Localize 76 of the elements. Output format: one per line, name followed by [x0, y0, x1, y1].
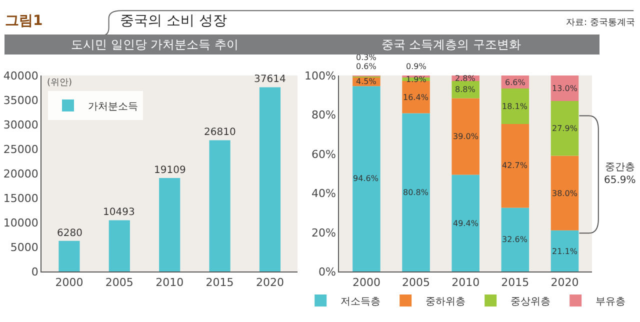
data-label: 10493: [103, 207, 135, 218]
bar: [501, 208, 530, 272]
data-label: 0.6%: [356, 62, 377, 71]
data-label: 42.7%: [502, 161, 528, 170]
data-label: 6280: [57, 228, 82, 239]
data-label: 39.0%: [453, 132, 479, 141]
data-label: 8.8%: [455, 85, 476, 94]
data-label: 32.6%: [502, 235, 528, 244]
chart-title: 중국 소득계층의 구조변화: [381, 38, 522, 52]
bar: [501, 88, 530, 124]
y-tick-label: 100%: [304, 69, 336, 82]
data-label: 13.0%: [552, 84, 578, 93]
data-label: 37614: [254, 74, 286, 85]
y-tick-label: 80%: [312, 108, 336, 122]
y-tick-label: 20%: [312, 226, 336, 240]
y-tick-label: 10000: [3, 216, 38, 230]
data-label: 0.9%: [406, 62, 427, 71]
bar: [550, 156, 579, 230]
y-tick-label: 15000: [3, 192, 38, 206]
data-label: 49.4%: [453, 219, 479, 228]
data-label: 27.9%: [552, 124, 578, 133]
data-label: 19109: [154, 165, 186, 176]
bar: [452, 98, 480, 175]
legend-label: 저소득층: [340, 296, 381, 308]
bar: [159, 178, 180, 272]
y-tick-label: 30000: [3, 118, 38, 132]
y-tick-label: 40000: [3, 69, 38, 82]
y-tick-label: 0%: [318, 266, 336, 279]
x-tick-label: 2000: [55, 276, 84, 289]
text: 자료: 중국통계국: [566, 18, 635, 28]
data-label: 16.4%: [403, 93, 429, 102]
data-label: 80.8%: [403, 188, 429, 197]
data-label: 21.1%: [552, 247, 578, 256]
bar: [452, 174, 480, 272]
y-tick-label: 60%: [312, 148, 336, 161]
x-tick-label: 2020: [550, 276, 579, 289]
caption: 그림1: [5, 13, 43, 29]
text: 중국의 소비 성장: [120, 13, 227, 29]
text: 중간층 65.9%: [604, 162, 636, 186]
data-label: 26810: [204, 127, 236, 138]
legend-label: 가처분소득: [88, 101, 138, 112]
x-tick-label: 2005: [105, 276, 134, 289]
y-axis-title: (위안): [47, 78, 72, 88]
x-tick-label: 2015: [206, 276, 234, 289]
x-tick-label: 2010: [452, 276, 480, 289]
y-tick-label: 20000: [3, 167, 38, 180]
bar: [550, 101, 579, 156]
bar: [58, 240, 80, 272]
y-tick-label: 35000: [3, 94, 38, 107]
bar: [501, 124, 530, 208]
data-label: 94.6%: [353, 174, 379, 183]
data-label: 2.8%: [455, 74, 476, 83]
x-tick-label: 2015: [501, 276, 530, 289]
legend-label: 부유층: [596, 296, 626, 308]
bar: [259, 87, 281, 272]
bar: [402, 113, 430, 272]
chart-title: 도시민 일인당 가처분소득 추이: [71, 38, 239, 52]
bar: [209, 140, 230, 272]
data-label: 18.1%: [502, 102, 528, 111]
y-tick-label: 25000: [3, 142, 38, 156]
data-label: 38.0%: [552, 189, 578, 198]
y-tick-label: 0: [31, 266, 38, 279]
y-tick-label: 5000: [10, 241, 38, 254]
legend-label: 중하위층: [426, 296, 466, 308]
x-tick-label: 2005: [402, 276, 430, 289]
data-label: 6.6%: [505, 78, 526, 87]
data-label: 4.5%: [356, 77, 377, 86]
bar: [402, 81, 430, 114]
x-tick-label: 2020: [256, 276, 284, 289]
bar: [108, 220, 130, 272]
x-tick-label: 2010: [156, 276, 184, 289]
y-tick-label: 40%: [312, 187, 336, 200]
bar: [352, 86, 380, 272]
x-tick-label: 2000: [352, 276, 380, 289]
legend-label: 중상위층: [510, 296, 551, 308]
bar: [550, 230, 579, 272]
